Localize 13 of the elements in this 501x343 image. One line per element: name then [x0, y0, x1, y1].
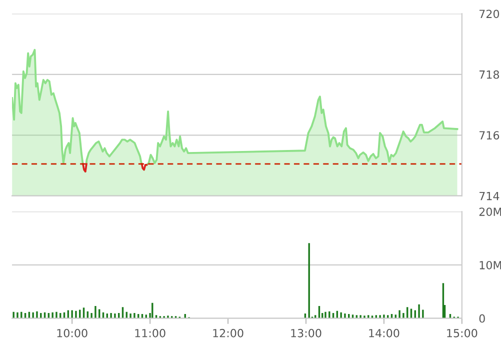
y-tick-label: 720: [480, 10, 500, 18]
y-tick-label: 0: [479, 314, 485, 323]
y-tick-label: 20M: [479, 208, 501, 216]
y-tick-label: 718: [480, 70, 500, 79]
x-tick-label: 15:00: [447, 328, 478, 338]
y-tick-label: 10M: [480, 260, 501, 270]
x-tick-label: 12:00: [213, 328, 244, 338]
x-tick-label: 10:00: [57, 328, 88, 338]
x-tick-label: 13:00: [291, 328, 322, 338]
y-tick-label: 716: [480, 131, 500, 140]
x-tick-label: 14:00: [369, 328, 400, 338]
y-tick-label: 714: [480, 192, 500, 200]
x-tick-label: 11:00: [135, 328, 166, 338]
